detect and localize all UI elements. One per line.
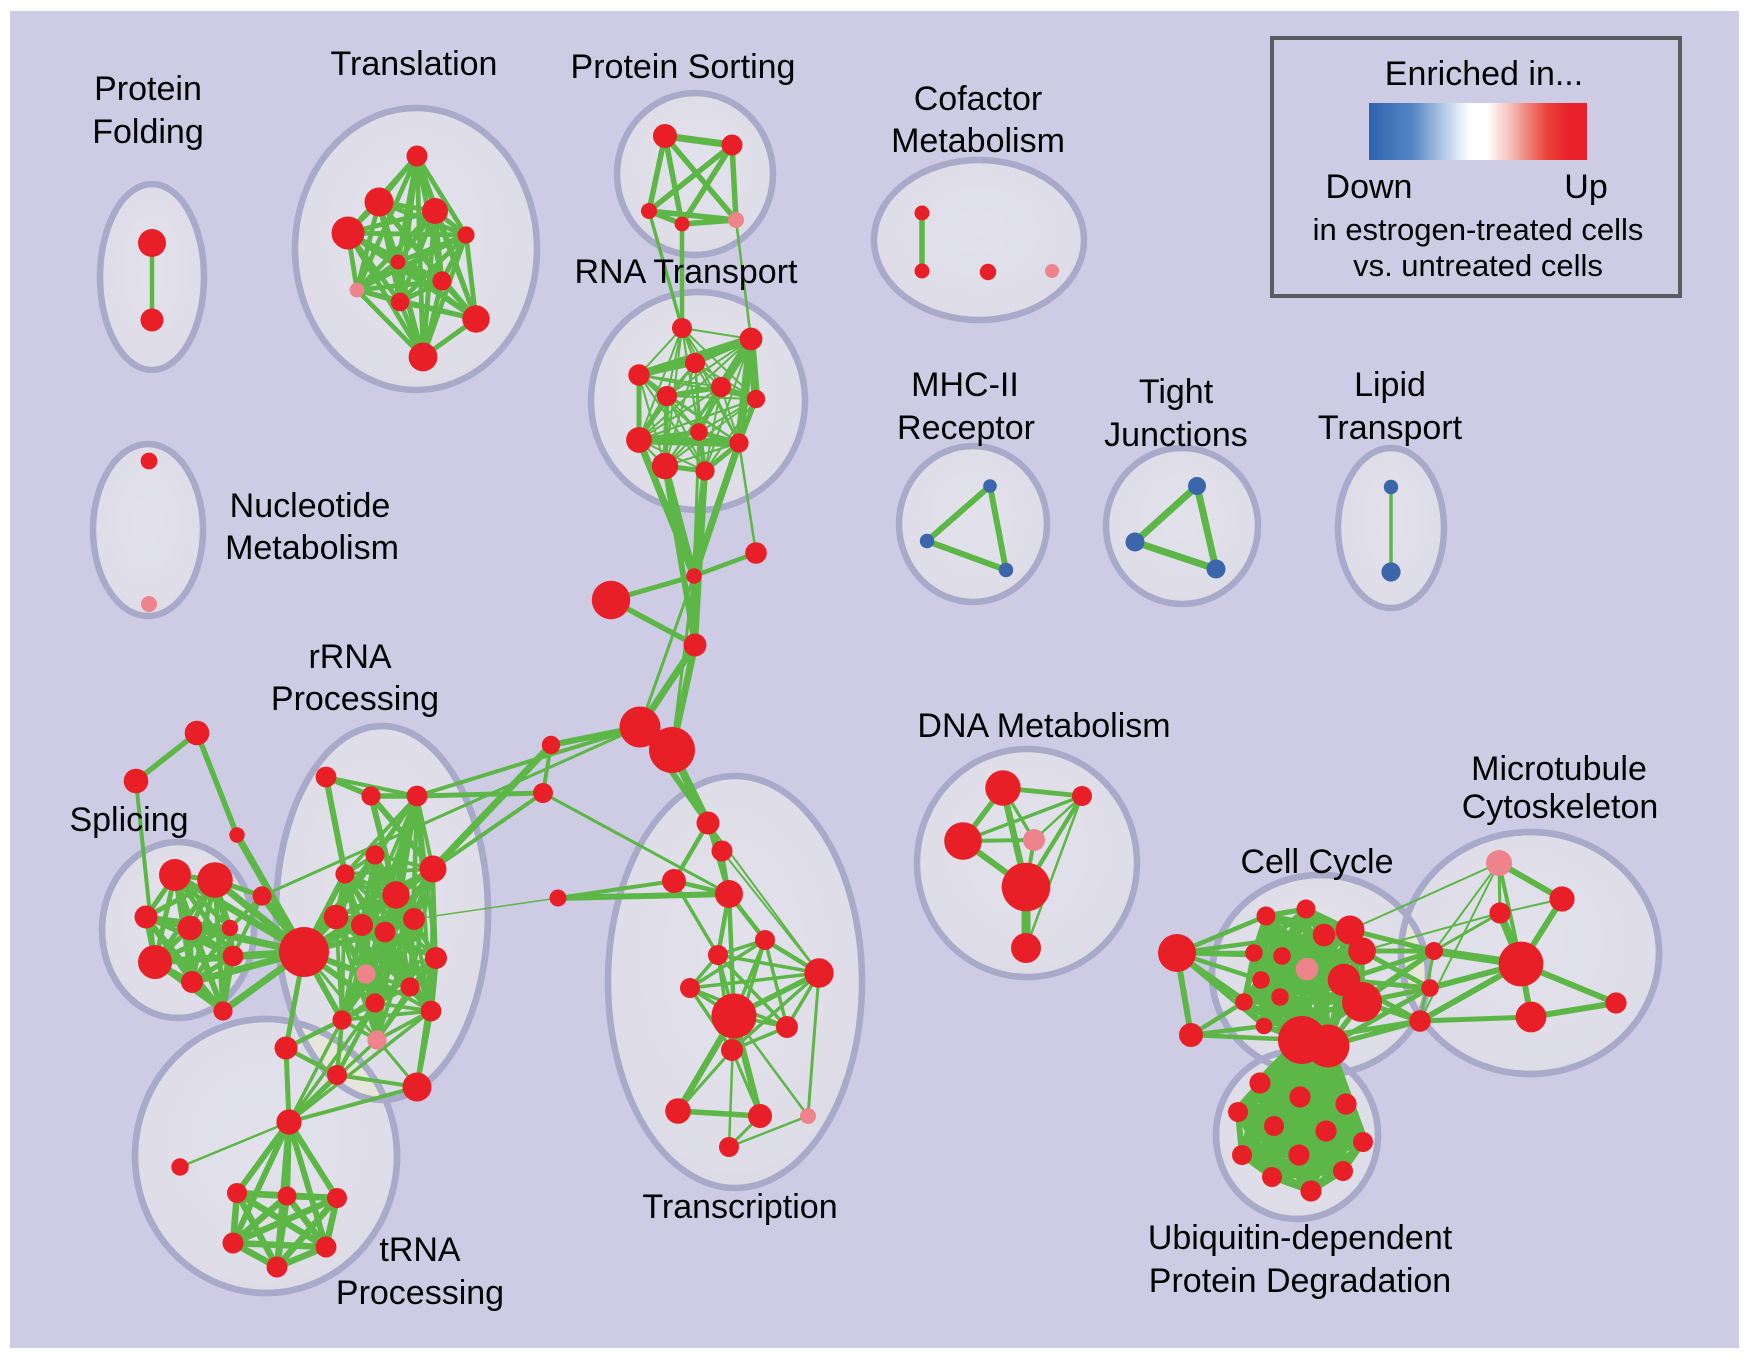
svg-text:Cytoskeleton: Cytoskeleton bbox=[1462, 788, 1659, 826]
svg-text:Protein Degradation: Protein Degradation bbox=[1149, 1262, 1451, 1300]
svg-text:Junctions: Junctions bbox=[1104, 416, 1248, 454]
svg-text:Folding: Folding bbox=[92, 113, 204, 151]
svg-text:in estrogen-treated cells: in estrogen-treated cells bbox=[1313, 212, 1644, 247]
svg-text:Nucleotide: Nucleotide bbox=[230, 487, 391, 525]
svg-text:Up: Up bbox=[1564, 168, 1607, 206]
svg-text:Metabolism: Metabolism bbox=[225, 529, 399, 567]
svg-text:Cell Cycle: Cell Cycle bbox=[1240, 843, 1393, 881]
svg-text:Protein Sorting: Protein Sorting bbox=[571, 48, 796, 86]
svg-text:Transport: Transport bbox=[1318, 409, 1463, 447]
svg-text:Metabolism: Metabolism bbox=[891, 122, 1065, 160]
svg-text:RNA Transport: RNA Transport bbox=[575, 253, 799, 291]
svg-text:Translation: Translation bbox=[331, 45, 498, 83]
svg-text:DNA Metabolism: DNA Metabolism bbox=[917, 707, 1170, 745]
svg-text:Enriched in...: Enriched in... bbox=[1385, 55, 1583, 93]
svg-text:vs. untreated cells: vs. untreated cells bbox=[1353, 248, 1603, 283]
svg-text:Receptor: Receptor bbox=[897, 409, 1035, 447]
svg-text:rRNA: rRNA bbox=[308, 638, 391, 676]
svg-text:Tight: Tight bbox=[1139, 373, 1214, 411]
svg-text:Processing: Processing bbox=[271, 680, 439, 718]
svg-text:tRNA: tRNA bbox=[379, 1231, 461, 1269]
svg-text:Cofactor: Cofactor bbox=[914, 80, 1043, 118]
svg-text:MHC-II: MHC-II bbox=[911, 366, 1019, 404]
svg-text:Lipid: Lipid bbox=[1354, 366, 1426, 404]
svg-text:Microtubule: Microtubule bbox=[1471, 750, 1647, 788]
svg-text:Transcription: Transcription bbox=[642, 1188, 837, 1226]
svg-text:Processing: Processing bbox=[336, 1274, 504, 1312]
svg-text:Ubiquitin-dependent: Ubiquitin-dependent bbox=[1148, 1219, 1453, 1257]
svg-text:Down: Down bbox=[1326, 168, 1413, 206]
svg-text:Splicing: Splicing bbox=[69, 801, 188, 839]
svg-text:Protein: Protein bbox=[94, 70, 202, 108]
